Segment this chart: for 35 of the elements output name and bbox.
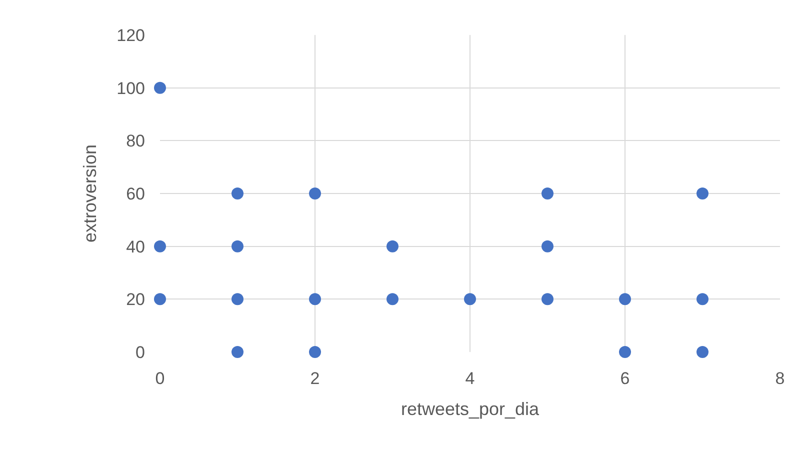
point bbox=[232, 240, 244, 252]
point bbox=[386, 240, 398, 252]
y-tick-label: 80 bbox=[126, 132, 145, 151]
point bbox=[542, 293, 554, 306]
y-tick-label: 0 bbox=[136, 342, 145, 362]
point bbox=[309, 346, 321, 358]
point bbox=[696, 293, 708, 306]
x-tick-label: 2 bbox=[310, 369, 320, 388]
y-tick-label: 100 bbox=[116, 78, 145, 98]
point bbox=[619, 293, 631, 306]
x-tick-label: 6 bbox=[620, 369, 630, 388]
point bbox=[232, 293, 244, 306]
x-tick-label: 0 bbox=[155, 369, 165, 388]
point bbox=[542, 240, 554, 252]
point bbox=[309, 293, 321, 306]
point bbox=[696, 188, 708, 200]
point bbox=[154, 240, 166, 252]
point bbox=[542, 188, 554, 200]
y-axis-title: extroversion bbox=[80, 144, 100, 243]
point bbox=[309, 188, 321, 200]
y-tick-label: 120 bbox=[116, 26, 145, 45]
x-tick-label: 8 bbox=[775, 369, 785, 388]
x-tick-label: 4 bbox=[465, 369, 475, 388]
point bbox=[154, 82, 166, 94]
y-tick-label: 20 bbox=[126, 290, 145, 310]
point bbox=[619, 346, 631, 358]
y-tick-label: 60 bbox=[126, 184, 145, 204]
point bbox=[154, 293, 166, 306]
x-axis-title: retweets_por_dia bbox=[400, 399, 540, 420]
point bbox=[232, 188, 244, 200]
y-tick-label: 40 bbox=[126, 237, 145, 256]
point bbox=[464, 293, 476, 306]
point bbox=[696, 346, 708, 358]
point bbox=[232, 346, 244, 358]
point bbox=[386, 293, 398, 306]
